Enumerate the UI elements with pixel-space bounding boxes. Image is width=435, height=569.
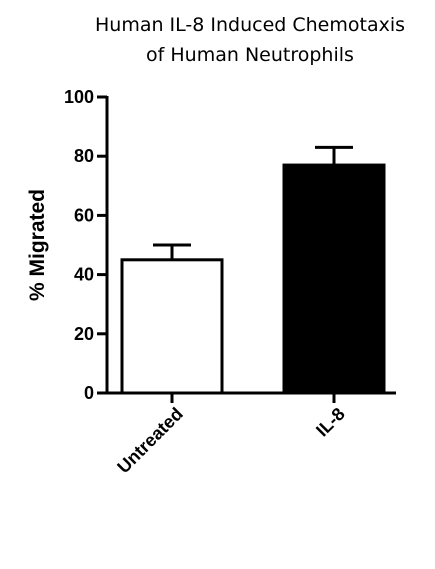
- y-tick-label-40: 40: [74, 265, 94, 285]
- y-tick-label-60: 60: [74, 205, 94, 225]
- y-tick-label-20: 20: [74, 324, 94, 344]
- chart-title-line-1: Human IL-8 Induced Chemotaxis: [95, 14, 405, 36]
- bar-untreated: [120, 258, 224, 395]
- chart-marks: 0 20 40 60 80 100 Untreated IL-8: [64, 87, 396, 477]
- chart-title-line-2: of Human Neutrophils: [146, 44, 354, 66]
- y-tick-label-100: 100: [64, 87, 94, 107]
- x-category-label-untreated: Untreated: [113, 404, 187, 478]
- bar-il-8: [282, 163, 386, 395]
- y-tick-label-0: 0: [84, 383, 94, 403]
- x-category-label-il-8: IL-8: [312, 404, 349, 441]
- y-axis-label: % Migrated: [26, 189, 49, 301]
- y-tick-label-80: 80: [74, 146, 94, 166]
